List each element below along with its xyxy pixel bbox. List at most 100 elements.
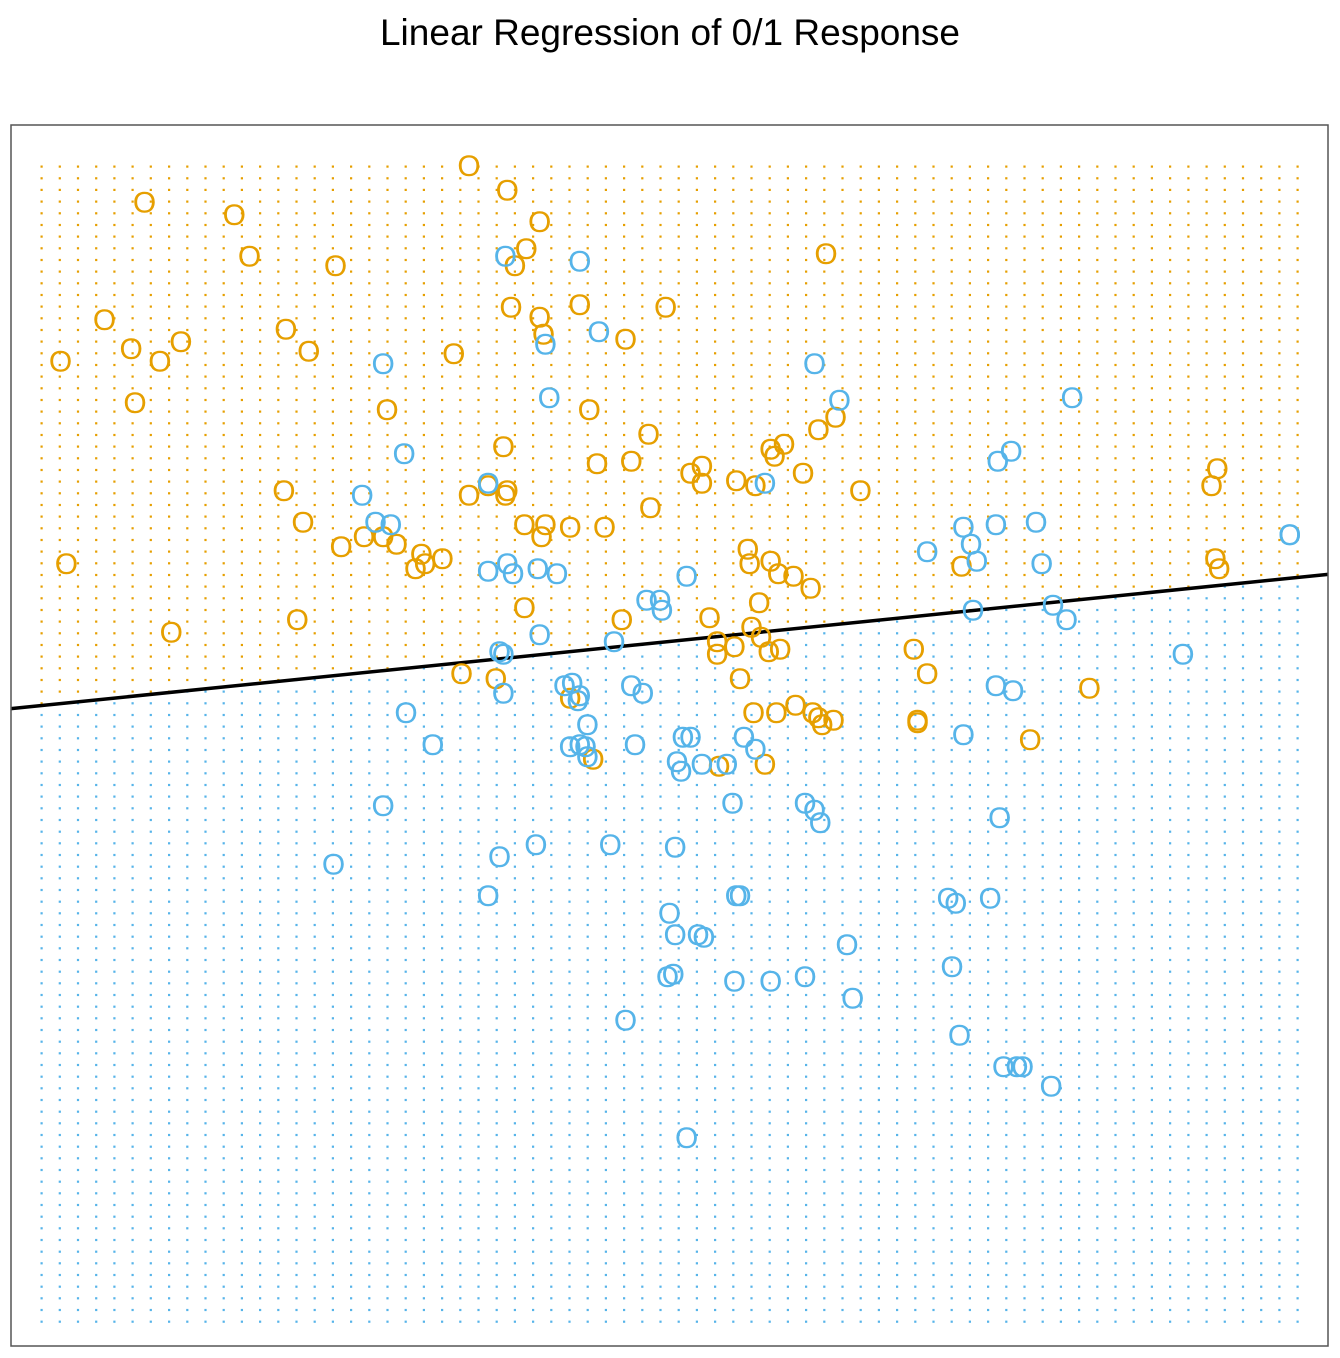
grid-dot [477, 375, 480, 378]
grid-dot [331, 317, 334, 320]
grid-dot [623, 538, 626, 542]
grid-dot [550, 900, 553, 903]
grid-dot [695, 865, 698, 868]
grid-dot [786, 1122, 789, 1125]
grid-dot [695, 830, 698, 833]
grid-dot [513, 282, 516, 285]
grid-dot [131, 550, 134, 553]
grid-dot [877, 410, 880, 413]
grid-dot [131, 223, 134, 227]
grid-dot [859, 1297, 862, 1300]
grid-dot [76, 258, 80, 262]
grid-dot [750, 328, 753, 332]
grid-dot [823, 737, 826, 740]
grid-dot [805, 830, 808, 833]
grid-dot [313, 795, 316, 798]
grid-dot [113, 1075, 116, 1078]
grid-dot [331, 445, 334, 448]
grid-dot [204, 293, 207, 297]
grid-dot [350, 760, 353, 763]
grid-dot [532, 538, 535, 542]
grid-dot [623, 912, 626, 915]
grid-dot [240, 970, 243, 973]
grid-dot [750, 737, 753, 740]
grid-dot [677, 398, 680, 402]
grid-dot [532, 1098, 535, 1102]
grid-dot [331, 1157, 334, 1160]
grid-dot [932, 1098, 935, 1102]
grid-dot [368, 970, 371, 973]
grid-dot [259, 1238, 262, 1242]
grid-dot [477, 830, 480, 833]
grid-dot [204, 737, 207, 740]
grid-dot [350, 678, 353, 682]
grid-dot [313, 632, 316, 635]
grid-dot [786, 1285, 789, 1288]
grid-dot [805, 900, 808, 903]
grid-dot [149, 200, 152, 203]
grid-dot [768, 1122, 771, 1125]
grid-dot [550, 1180, 553, 1183]
grid-dot [877, 1180, 880, 1183]
grid-dot [459, 573, 462, 577]
grid-dot [932, 212, 935, 215]
grid-dot [149, 1028, 152, 1032]
grid-dot [149, 538, 152, 542]
grid-dot [295, 1285, 298, 1288]
grid-dot [186, 1040, 189, 1043]
grid-dot [859, 1273, 862, 1277]
grid-dot [550, 200, 553, 203]
grid-dot [823, 527, 826, 530]
grid-dot [495, 480, 498, 483]
grid-dot [331, 1168, 334, 1172]
grid-dot [714, 200, 717, 203]
grid-dot [714, 585, 717, 588]
grid-dot [204, 1262, 207, 1265]
grid-dot [168, 818, 171, 822]
grid-dot [859, 562, 862, 565]
grid-dot [750, 1285, 753, 1288]
grid-dot [677, 363, 680, 367]
grid-dot [877, 585, 880, 588]
grid-dot [623, 1168, 626, 1172]
grid-dot [932, 258, 935, 262]
grid-dot [277, 398, 280, 402]
grid-dot [823, 830, 826, 833]
grid-dot [259, 375, 262, 378]
grid-dot [149, 1063, 152, 1067]
grid-dot [805, 1308, 808, 1312]
grid-dot [805, 1017, 808, 1020]
grid-dot [441, 597, 444, 600]
grid-dot [76, 1098, 80, 1102]
grid-dot [441, 783, 444, 787]
grid-dot [877, 807, 880, 810]
grid-dot [168, 713, 171, 717]
grid-dot [550, 317, 553, 320]
grid-dot [259, 655, 262, 658]
grid-dot [422, 410, 425, 413]
grid-dot [695, 923, 698, 927]
grid-dot [313, 690, 316, 693]
grid-dot [168, 573, 171, 577]
grid-dot [695, 1028, 698, 1032]
grid-dot [568, 818, 571, 822]
grid-dot [859, 1098, 862, 1102]
grid-dot [40, 1040, 43, 1043]
grid-dot [295, 188, 298, 191]
grid-dot [823, 1017, 826, 1020]
grid-dot [823, 1157, 826, 1160]
grid-dot [386, 1297, 389, 1300]
grid-dot [331, 398, 334, 402]
grid-dot [859, 1087, 862, 1090]
grid-dot [76, 783, 80, 787]
grid-dot [76, 1122, 80, 1125]
grid-dot [932, 993, 935, 997]
grid-dot [149, 690, 152, 693]
grid-dot [841, 667, 844, 670]
grid-dot [604, 317, 607, 320]
grid-dot [732, 1297, 735, 1300]
grid-dot [95, 515, 98, 518]
grid-dot [76, 527, 80, 530]
grid-dot [695, 690, 698, 693]
grid-dot [368, 888, 371, 892]
